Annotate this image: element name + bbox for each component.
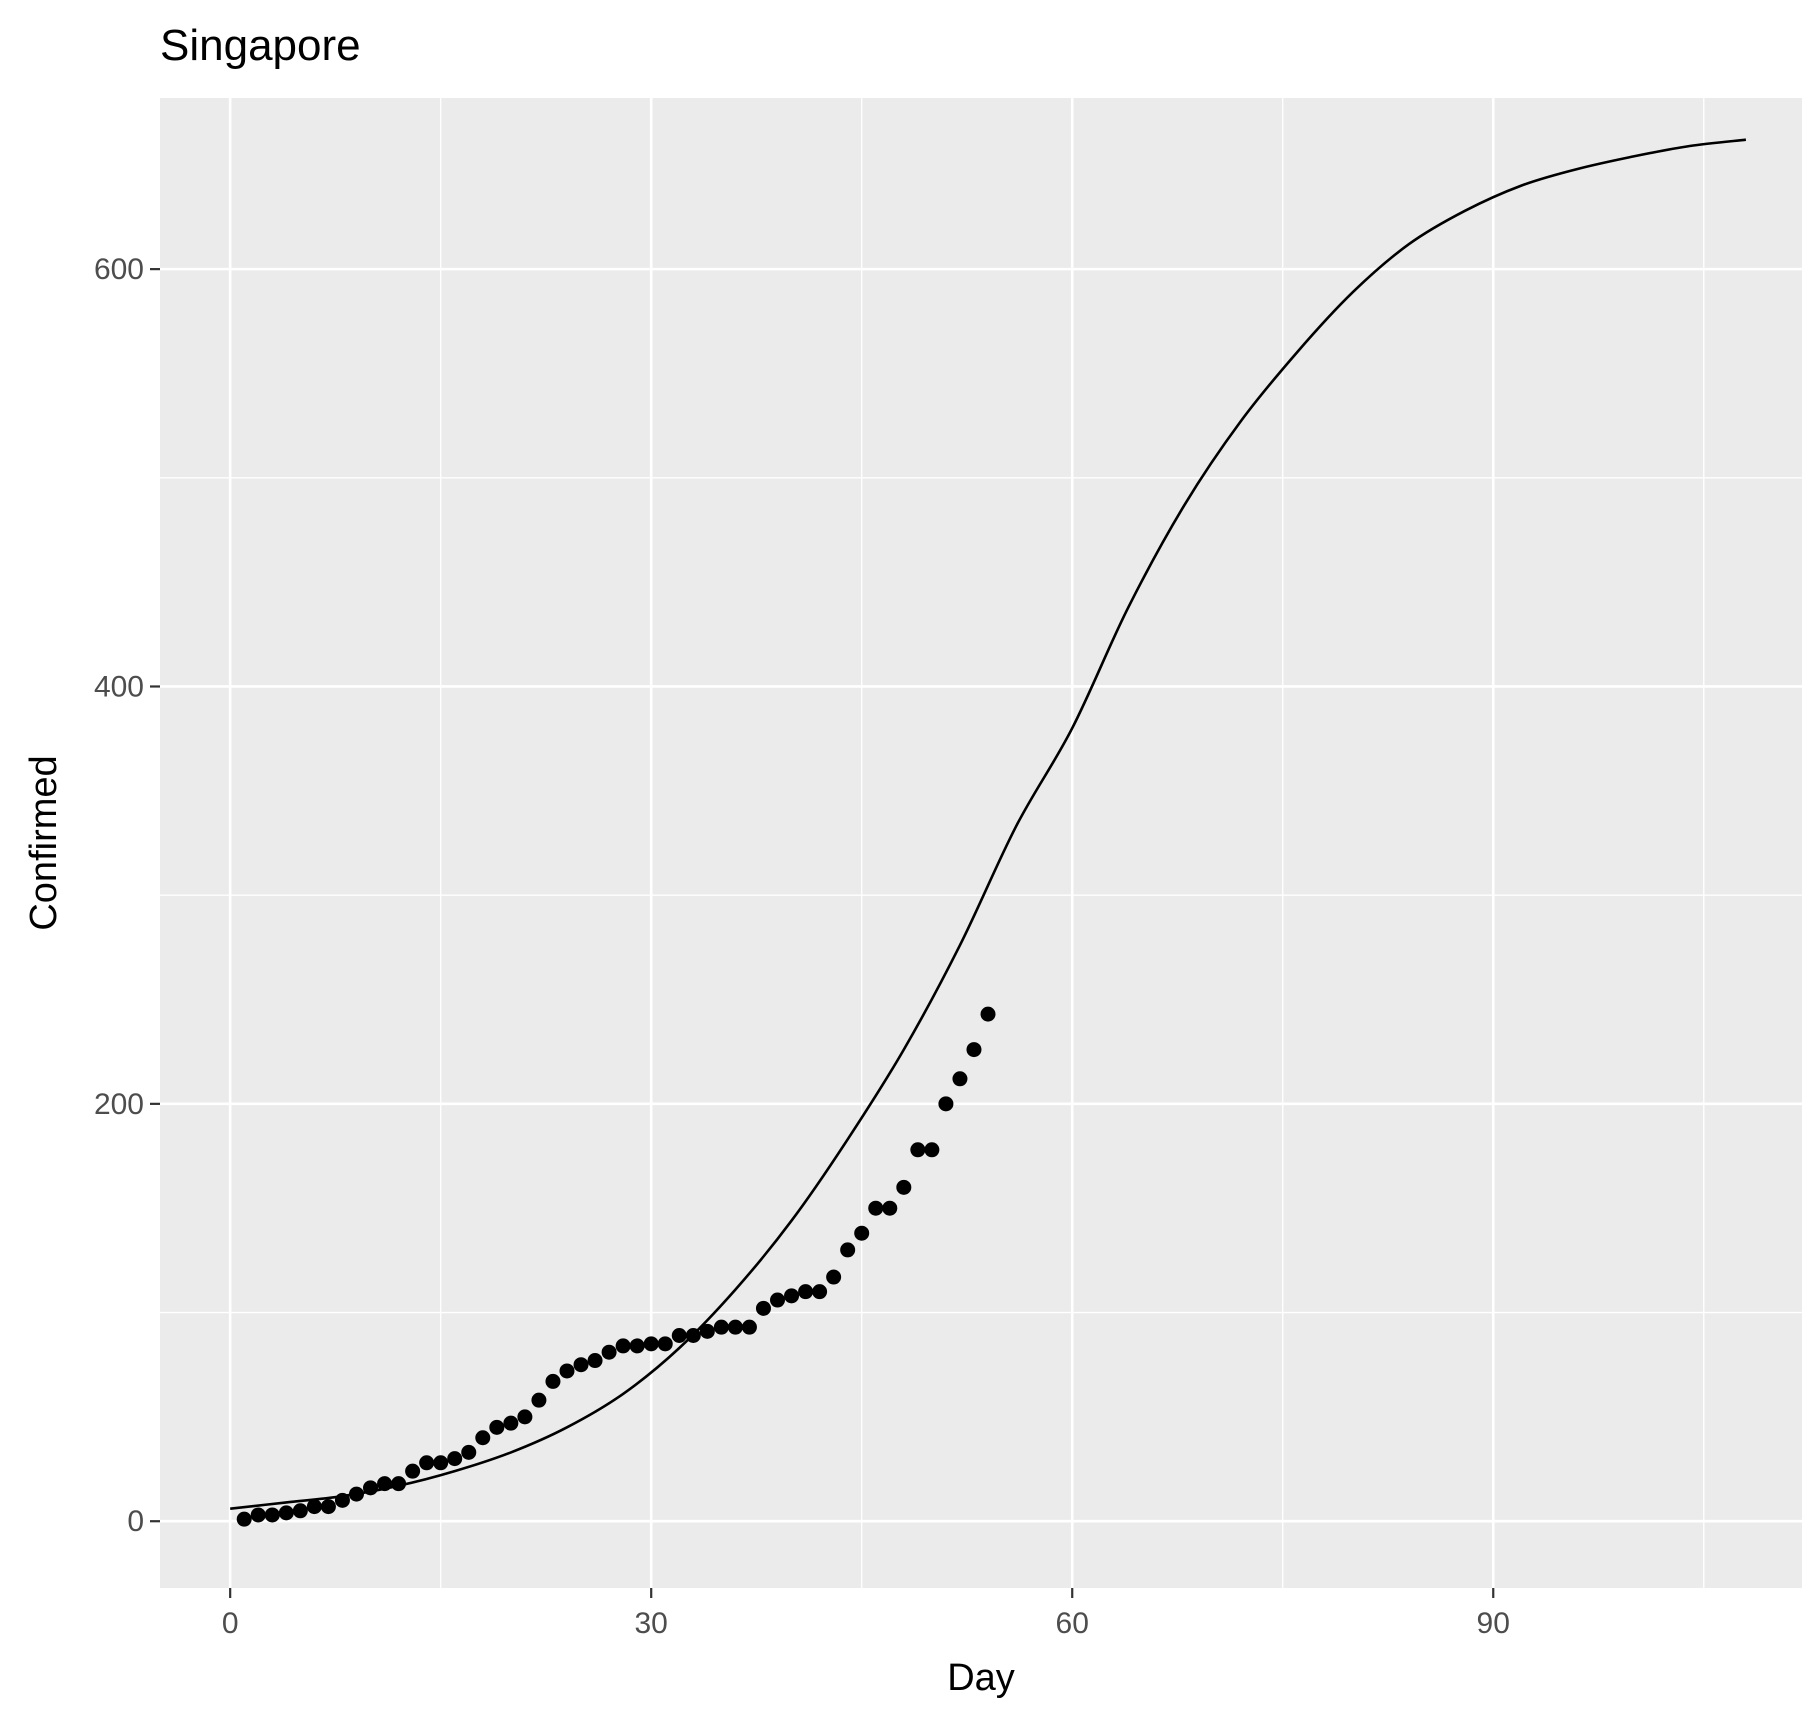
- data-point: [980, 1006, 996, 1022]
- y-tick-label: 600: [94, 253, 144, 286]
- data-point: [798, 1284, 814, 1300]
- x-axis-title: Day: [947, 1657, 1015, 1699]
- data-point: [755, 1300, 771, 1316]
- x-tick-label: 30: [635, 1607, 668, 1640]
- data-points-layer: [236, 1006, 996, 1527]
- data-point: [377, 1476, 393, 1492]
- data-point: [938, 1096, 954, 1112]
- data-point: [713, 1319, 729, 1335]
- y-tick-label: 200: [94, 1088, 144, 1121]
- data-point: [348, 1486, 364, 1502]
- data-point: [363, 1480, 379, 1496]
- data-point: [433, 1455, 449, 1471]
- data-point: [840, 1242, 856, 1258]
- data-point: [910, 1142, 926, 1158]
- data-point: [966, 1042, 982, 1058]
- data-point: [657, 1336, 673, 1352]
- data-point: [461, 1444, 477, 1460]
- data-point: [699, 1323, 715, 1339]
- plot-panel: [160, 98, 1802, 1588]
- data-point: [531, 1392, 547, 1408]
- data-point: [250, 1507, 266, 1523]
- y-tick-label: 400: [94, 670, 144, 703]
- data-point: [517, 1409, 533, 1425]
- data-point: [405, 1463, 421, 1479]
- data-point: [573, 1357, 589, 1373]
- data-point: [334, 1492, 350, 1508]
- x-axis: 0 30 60 90: [222, 1588, 1510, 1640]
- data-point: [826, 1269, 842, 1285]
- data-point: [770, 1292, 786, 1308]
- data-point: [447, 1451, 463, 1467]
- grid-major: [160, 98, 1802, 1588]
- data-point: [868, 1200, 884, 1216]
- x-tick-label: 0: [222, 1607, 239, 1640]
- data-point: [489, 1419, 505, 1435]
- data-point: [587, 1353, 603, 1369]
- data-point: [896, 1179, 912, 1195]
- data-point: [784, 1288, 800, 1304]
- data-point: [854, 1225, 870, 1241]
- data-point: [629, 1338, 645, 1354]
- data-point: [292, 1503, 308, 1519]
- x-tick-label: 90: [1477, 1607, 1510, 1640]
- data-point: [419, 1455, 435, 1471]
- data-point: [615, 1338, 631, 1354]
- data-point: [559, 1363, 575, 1379]
- data-point: [236, 1511, 252, 1527]
- data-point: [882, 1200, 898, 1216]
- data-point: [952, 1071, 968, 1087]
- fitted-curve-layer: [230, 138, 1747, 1510]
- y-axis: 0 200 400 600: [94, 253, 160, 1538]
- data-point: [924, 1142, 940, 1158]
- grid-minor: [160, 98, 1802, 1588]
- data-point: [741, 1319, 757, 1335]
- data-point: [306, 1499, 322, 1515]
- data-point: [278, 1505, 294, 1521]
- data-point: [812, 1284, 828, 1300]
- data-point: [391, 1476, 407, 1492]
- fitted-curve: [230, 138, 1747, 1510]
- data-point: [264, 1507, 280, 1523]
- data-point: [320, 1499, 336, 1515]
- data-point: [601, 1344, 617, 1360]
- data-point: [685, 1327, 701, 1343]
- data-point: [727, 1319, 743, 1335]
- y-axis-title: Confirmed: [23, 755, 65, 930]
- data-point: [475, 1430, 491, 1446]
- data-point: [671, 1327, 687, 1343]
- chart-title: Singapore: [160, 21, 361, 70]
- y-tick-label: 0: [127, 1505, 144, 1538]
- data-point: [545, 1373, 561, 1389]
- data-point: [503, 1415, 519, 1431]
- data-point: [643, 1336, 659, 1352]
- x-tick-label: 60: [1056, 1607, 1089, 1640]
